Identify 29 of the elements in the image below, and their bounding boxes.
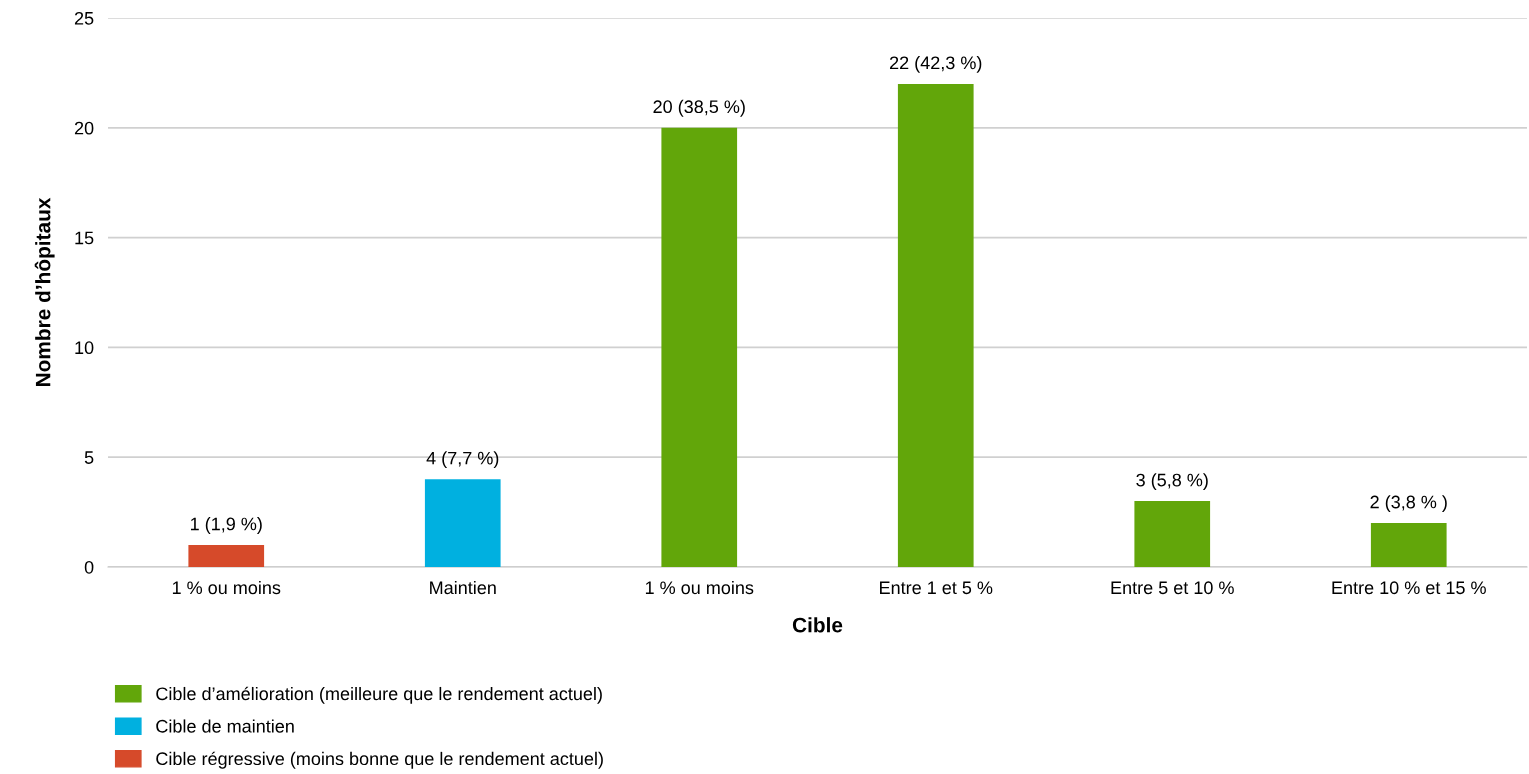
y-tick-label: 10	[75, 341, 94, 355]
y-tick-label: 0	[84, 560, 94, 574]
bar	[661, 127, 738, 567]
x-tick-label: 1 % ou moins	[172, 580, 281, 595]
data-label: 2 (3,8 % )	[1370, 495, 1447, 512]
legend-label: Cible d’amélioration (meilleure que le rendement actuel)	[156, 686, 602, 704]
x-tick-label: 1 % ou moins	[645, 580, 754, 595]
legend-label: Cible régressive (moins bonne que le rendement actuel)	[156, 751, 603, 769]
data-label: 20 (38,5 %)	[653, 99, 745, 117]
x-tick-label: Maintien	[430, 580, 496, 595]
x-tick-label: Entre 5 et 10 %	[1111, 581, 1234, 595]
data-label: 3 (5,8 %)	[1136, 473, 1208, 490]
y-tick-label: 20	[74, 121, 94, 135]
y-tick-label: 15	[75, 231, 94, 245]
y-axis-title: Nombre d’hôpitaux	[34, 197, 55, 387]
x-axis-title: Cible	[792, 617, 843, 633]
x-tick-label: Entre 1 et 5 %	[880, 581, 993, 595]
bar	[897, 83, 974, 567]
y-tick-label: 5	[84, 451, 94, 464]
y-tick-label: 25	[74, 11, 94, 25]
legend-label: Cible de maintien	[156, 719, 294, 733]
x-tick-label: Entre 10 % et 15 %	[1332, 581, 1486, 595]
bar	[424, 479, 501, 567]
bar	[1134, 501, 1211, 567]
data-label: 22 (42,3 %)	[889, 55, 982, 73]
data-label: 1 (1,9 %)	[191, 517, 262, 534]
bar	[1370, 523, 1447, 567]
data-label: 4 (7,7 %)	[426, 451, 499, 469]
bar	[188, 545, 265, 567]
